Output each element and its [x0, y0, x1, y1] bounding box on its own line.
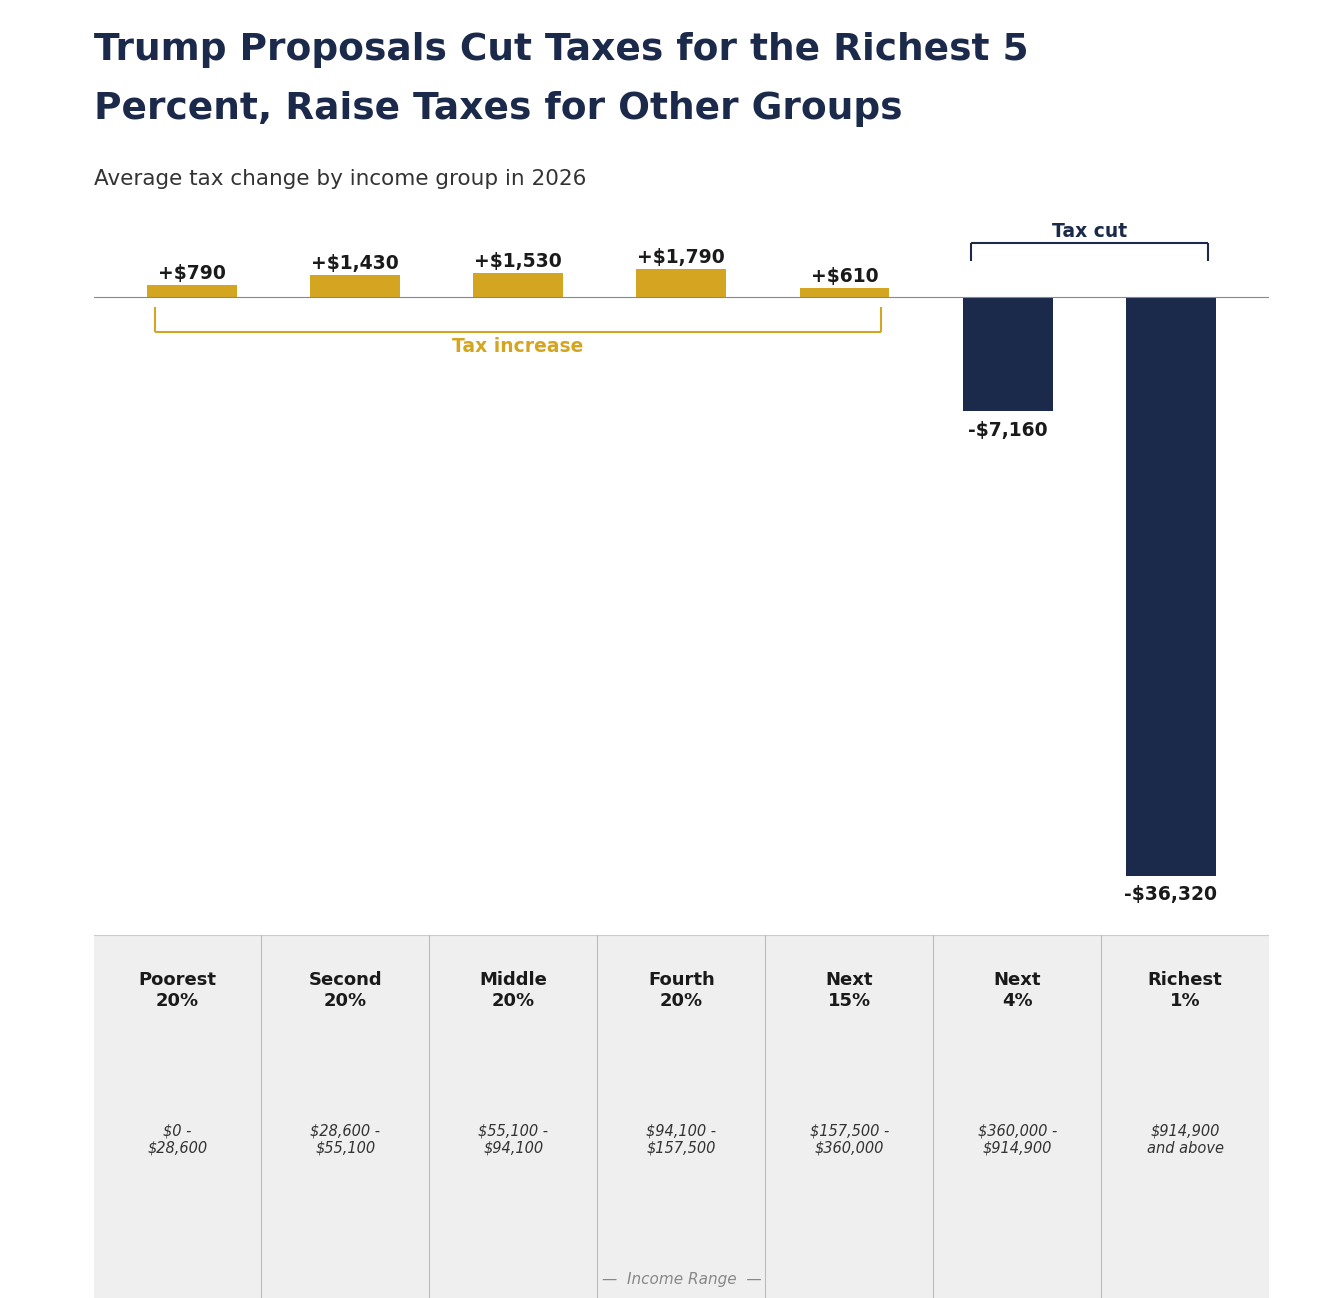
Text: Richest
1%: Richest 1%: [1148, 971, 1222, 1010]
Bar: [963, 297, 1053, 411]
Text: $94,100 -
$157,500: $94,100 - $157,500: [647, 1124, 716, 1157]
Text: -$36,320: -$36,320: [1125, 885, 1217, 905]
Text: Second
20%: Second 20%: [309, 971, 382, 1010]
Bar: [1126, 297, 1216, 876]
Text: Next
4%: Next 4%: [994, 971, 1041, 1010]
Text: $360,000 -
$914,900: $360,000 - $914,900: [978, 1124, 1057, 1157]
Text: Fourth
20%: Fourth 20%: [648, 971, 715, 1010]
Text: Trump Proposals Cut Taxes for the Richest 5: Trump Proposals Cut Taxes for the Riches…: [94, 32, 1029, 69]
Text: $0 -
$28,600: $0 - $28,600: [147, 1124, 207, 1157]
Bar: [473, 273, 562, 297]
Bar: [800, 288, 890, 297]
Text: —  Income Range  —: — Income Range —: [601, 1272, 762, 1288]
Bar: [636, 269, 727, 297]
Bar: [147, 284, 236, 297]
Text: +$790: +$790: [158, 263, 226, 283]
Text: Percent, Raise Taxes for Other Groups: Percent, Raise Taxes for Other Groups: [94, 91, 902, 127]
Text: Average tax change by income group in 2026: Average tax change by income group in 20…: [94, 169, 587, 188]
Text: -$7,160: -$7,160: [967, 421, 1047, 440]
Text: +$1,790: +$1,790: [637, 248, 725, 267]
Text: +$1,430: +$1,430: [311, 253, 399, 273]
Bar: [310, 275, 399, 297]
Text: Poorest
20%: Poorest 20%: [139, 971, 216, 1010]
Text: $157,500 -
$360,000: $157,500 - $360,000: [810, 1124, 888, 1157]
Text: Next
15%: Next 15%: [826, 971, 872, 1010]
Text: Tax increase: Tax increase: [453, 337, 584, 356]
Text: +$610: +$610: [811, 266, 878, 286]
Text: $28,600 -
$55,100: $28,600 - $55,100: [310, 1124, 381, 1157]
Text: $914,900
and above: $914,900 and above: [1146, 1124, 1224, 1157]
Text: $55,100 -
$94,100: $55,100 - $94,100: [478, 1124, 548, 1157]
Text: Tax cut: Tax cut: [1051, 222, 1126, 241]
Text: +$1,530: +$1,530: [474, 252, 562, 271]
Text: Middle
20%: Middle 20%: [480, 971, 548, 1010]
